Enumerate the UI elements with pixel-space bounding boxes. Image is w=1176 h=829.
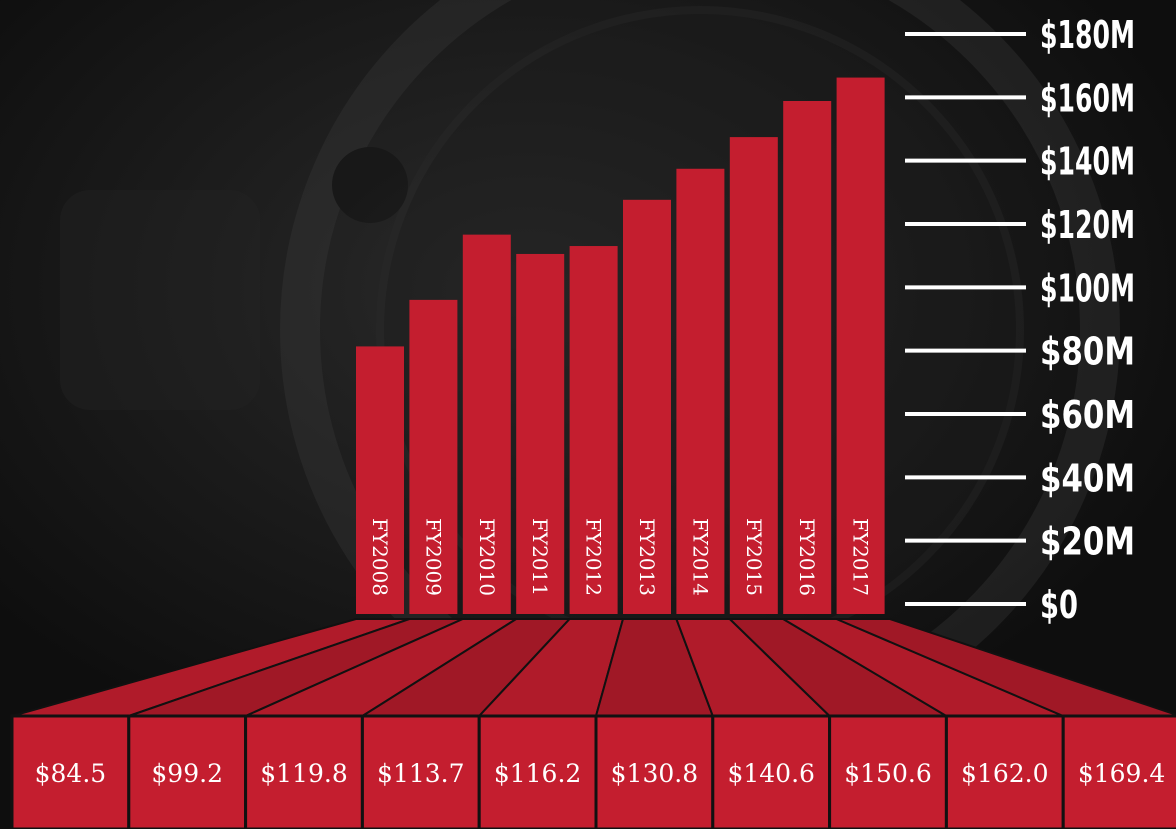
value-label: $162.0 [961, 759, 1048, 788]
bar-fy2008 [356, 346, 404, 614]
category-label: FY2012 [582, 518, 606, 596]
value-box [477, 714, 598, 829]
category-label: FY2011 [528, 518, 552, 596]
tick-label: $140M [1040, 140, 1135, 184]
bar-fy2013 [623, 199, 671, 615]
value-box [1061, 714, 1176, 829]
value-label: $140.6 [727, 759, 814, 788]
tick-label: $0 [1040, 583, 1078, 627]
value-label: $99.2 [151, 759, 223, 788]
value-box [711, 714, 832, 829]
value-box [594, 714, 715, 829]
value-boxes: $84.5 $99.2 $119.8 $113.7 $116.2 $130.8 $140.6… [10, 714, 1176, 829]
bar-fy2014 [676, 168, 725, 614]
bar-fy2009 [409, 299, 458, 614]
tick-label: $100M [1040, 266, 1135, 310]
bar-fy2011 [516, 253, 565, 614]
bar-fy2010 [462, 234, 511, 614]
category-label: FY2017 [849, 518, 873, 596]
bar-fy2017 [836, 77, 885, 615]
bar-fy2016 [783, 101, 832, 614]
tick-label: $160M [1040, 76, 1135, 120]
y-axis: $0 $20M $40M $60M $80M $100M $120M $140M $160M $1… [905, 13, 1135, 627]
tick-label: $20M [1040, 520, 1135, 564]
value-label: $116.2 [494, 759, 581, 788]
value-label: $113.7 [377, 759, 464, 788]
tick-label: $180M [1040, 13, 1135, 57]
value-label: $84.5 [35, 759, 107, 788]
fan-segment [836, 618, 1176, 717]
category-label: FY2008 [368, 518, 392, 596]
category-label: FY2014 [688, 518, 712, 596]
value-box [360, 714, 481, 829]
tick-label: $40M [1040, 456, 1135, 500]
tick-label: $120M [1040, 203, 1135, 247]
category-label: FY2015 [742, 518, 766, 596]
category-label: FY2009 [421, 518, 445, 596]
value-box [127, 714, 248, 829]
tick-label: $80M [1040, 330, 1135, 374]
value-box [244, 714, 364, 829]
value-box [828, 714, 948, 829]
bar-fy2015 [729, 137, 778, 614]
value-label: $150.6 [844, 759, 931, 788]
tick-label: $60M [1040, 393, 1135, 437]
bars: FY2008 FY2009 FY2010 FY2011 FY2012 FY2013 FY20… [356, 77, 885, 615]
value-label: $130.8 [611, 759, 698, 788]
value-box [10, 714, 131, 829]
value-fan [11, 618, 1176, 717]
category-label: FY2013 [635, 518, 659, 596]
category-label: FY2010 [475, 518, 499, 596]
value-label: $119.8 [260, 759, 347, 788]
value-label: $169.4 [1078, 759, 1165, 788]
category-label: FY2016 [795, 518, 819, 596]
bar-fy2012 [569, 246, 618, 615]
